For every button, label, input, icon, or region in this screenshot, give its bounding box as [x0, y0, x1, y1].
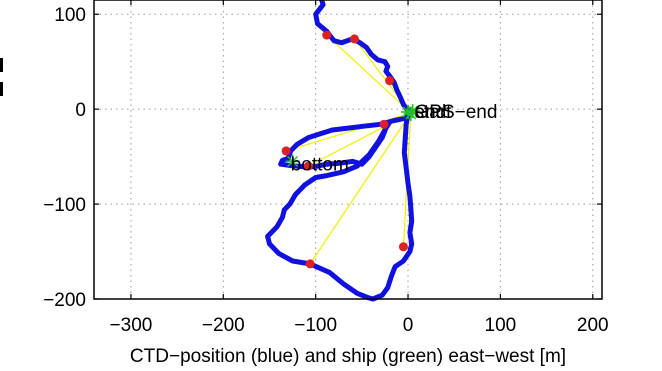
annotation-label: GPS−end — [415, 102, 498, 123]
ctd-track — [265, 0, 415, 302]
ship-marker — [405, 104, 420, 119]
annotation-label: bottom — [291, 154, 349, 175]
x-tick-label: −300 — [110, 315, 153, 336]
position-marker — [385, 76, 395, 86]
ray-line — [309, 112, 412, 265]
ray-line — [326, 34, 412, 114]
position-marker — [349, 34, 359, 44]
position-marker — [303, 161, 313, 171]
y-ticks: −200 −100 0 100 — [43, 5, 602, 311]
annotation-label: start — [415, 102, 453, 123]
position-marker — [379, 119, 389, 129]
ship-markers — [285, 104, 420, 169]
ship-marker — [285, 154, 300, 169]
x-tick-label: 200 — [577, 315, 609, 336]
x-tick-label: 100 — [485, 315, 517, 336]
y-tick-label: 100 — [54, 5, 86, 26]
x-ticks: −300 −200 −100 0 100 200 — [110, 0, 609, 336]
y-axis-label-mark-2 — [0, 82, 3, 96]
annotation-label: end — [415, 102, 447, 123]
y-tick-label: 0 — [75, 100, 86, 121]
y-axis-label-mark — [0, 58, 3, 72]
position-marker — [305, 259, 315, 269]
y-axis-label-fragment — [0, 58, 3, 96]
plot-background — [94, 0, 602, 299]
y-tick-label: −100 — [43, 195, 86, 216]
ctd-track-line — [265, 0, 415, 302]
x-tick-label: −200 — [202, 315, 245, 336]
x-axis-title: CTD−position (blue) and ship (green) eas… — [130, 346, 566, 367]
x-tick-label: 0 — [403, 315, 414, 336]
position-marker — [322, 30, 332, 40]
position-marker — [281, 146, 291, 156]
grid — [94, 0, 602, 300]
markers — [281, 30, 408, 269]
y-tick-label: −200 — [43, 290, 86, 311]
position-marker — [398, 242, 408, 252]
axes-box — [93, 0, 603, 300]
x-tick-label: −100 — [294, 315, 337, 336]
